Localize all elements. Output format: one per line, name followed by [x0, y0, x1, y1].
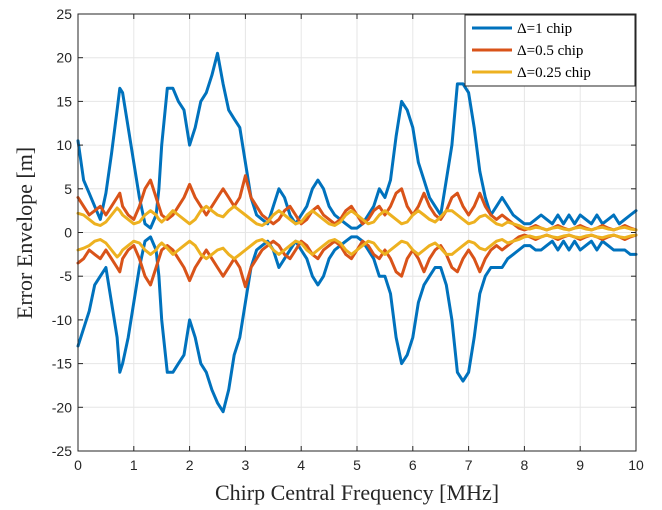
series-2-upper-line: [76, 204, 638, 232]
y-tick-label: 10: [56, 137, 72, 153]
y-tick-label: 25: [56, 6, 72, 22]
series-0-upper-line: [76, 51, 638, 230]
legend-label: Δ=0.5 chip: [517, 43, 583, 59]
y-axis-label: Error Envelope [m]: [12, 147, 37, 319]
y-tick-label: -15: [52, 356, 72, 372]
x-tick-label: 1: [130, 457, 138, 473]
x-tick-label: 5: [353, 457, 361, 473]
y-tick-label: 5: [64, 181, 72, 197]
x-tick-label: 8: [521, 457, 529, 473]
y-tick-label: -5: [60, 268, 73, 284]
x-tick-label: 7: [465, 457, 473, 473]
y-tick-label: 0: [64, 225, 72, 241]
series-0-lower-line: [76, 235, 638, 414]
legend: Δ=1 chip Δ=0.5 chip Δ=0.25 chip: [464, 14, 636, 87]
series-2: [76, 204, 638, 261]
y-tick-label: -20: [52, 399, 72, 415]
x-tick-label: 9: [576, 457, 584, 473]
y-tick-label: 20: [56, 50, 72, 66]
x-tick-label: 0: [74, 457, 82, 473]
x-tick-label: 10: [628, 457, 644, 473]
ticks: 0 1 2 3 4 5 6 7 8 9 10 25 20 15 10 5 0 -5 -10 -15 -20 -25: [52, 6, 644, 473]
x-axis-label: Chirp Central Frequency [MHz]: [215, 480, 499, 505]
y-tick-label: -25: [52, 443, 72, 459]
series-0: [76, 51, 638, 414]
legend-label: Δ=0.25 chip: [517, 65, 591, 81]
x-tick-label: 3: [242, 457, 250, 473]
y-tick-label: 15: [56, 93, 72, 109]
legend-label: Δ=1 chip: [517, 21, 572, 37]
x-tick-label: 4: [297, 457, 305, 473]
x-tick-label: 6: [409, 457, 417, 473]
y-tick-label: -10: [52, 312, 72, 328]
series-2-lower-line: [76, 233, 638, 261]
series-layer: [76, 51, 638, 414]
x-tick-label: 2: [186, 457, 194, 473]
